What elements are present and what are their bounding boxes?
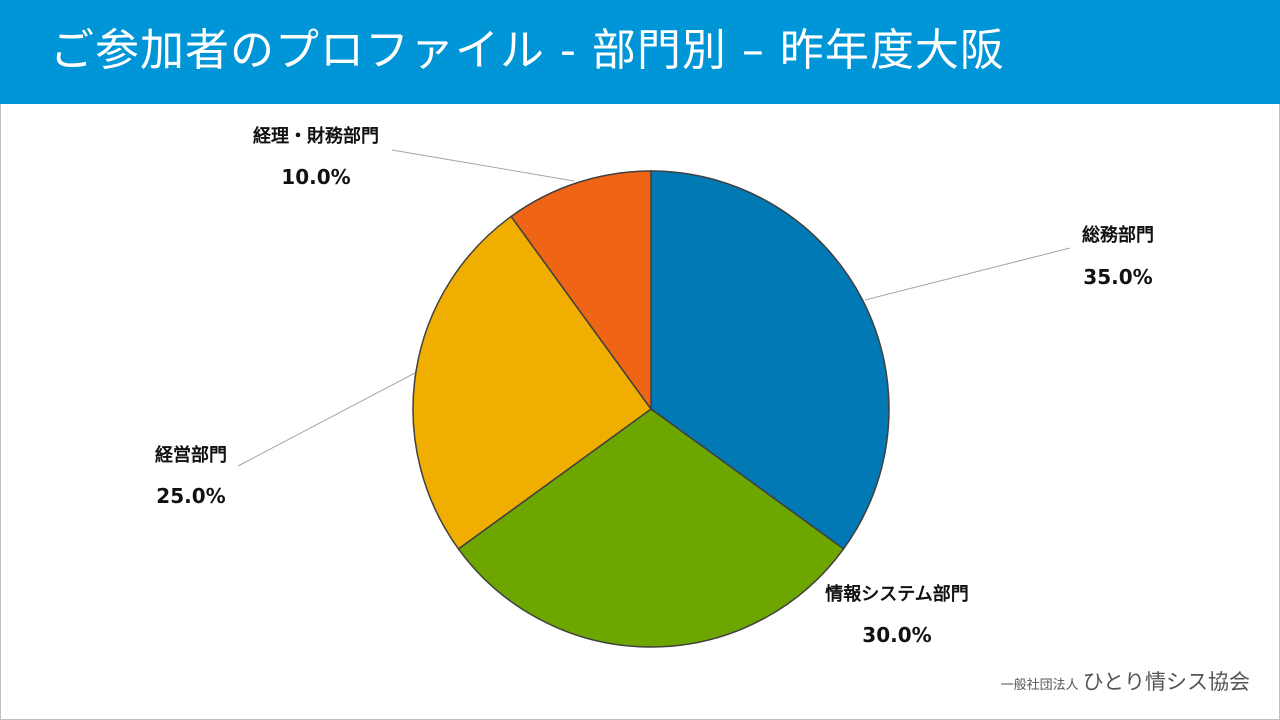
slice-category-label: 総務部門 [1082,224,1154,246]
leader-lines [237,149,1071,467]
leader-line [864,247,1071,301]
title-bar: ご参加者のプロファイル - 部門別 – 昨年度大阪 [0,0,1280,104]
slice-percent-label: 25.0% [156,484,225,508]
slice-percent-label: 30.0% [862,623,931,647]
slice-category-label: 経営部門 [155,444,227,466]
leader-line [237,372,416,467]
organization-credit: 一般社団法人 ひとり情シス協会 [1001,666,1250,696]
org-type: 一般社団法人 [1000,678,1079,693]
pie-slices [412,170,890,648]
slice-labels: 総務部門 35.0% 情報システム部門 30.0% 経営部門 25.0% 経理・財務部門 10… [155,125,1154,647]
slice-percent-label: 35.0% [1083,265,1152,289]
pie-slice [510,170,652,412]
pie-slice [650,170,890,550]
slice-percent-label: 10.0% [281,165,350,189]
page-title: ご参加者のプロファイル - 部門別 – 昨年度大阪 [50,25,1005,76]
pie-slice [412,215,653,550]
org-name: ひとり情シス協会 [1082,670,1250,694]
pie-slice [457,408,845,648]
slice-category-label: 経理・財務部門 [253,125,379,147]
slice-category-label: 情報システム部門 [825,583,968,605]
leader-line [391,149,575,182]
